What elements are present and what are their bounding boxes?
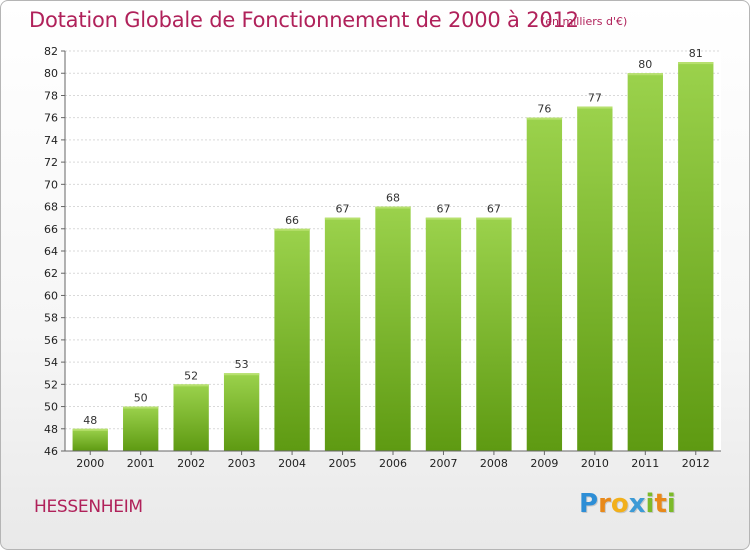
bar [627,73,663,451]
bar-top-edge [324,217,361,220]
y-tick-label: 64 [44,245,58,258]
y-tick-label: 58 [44,312,58,325]
bar-top-edge [627,73,663,76]
y-tick-label: 82 [44,45,58,58]
data-label: 81 [689,47,703,60]
y-tick-label: 62 [44,267,58,280]
y-tick-label: 60 [44,289,58,302]
y-tick-label: 56 [44,334,58,347]
bar [274,228,310,451]
bar-top-edge [274,228,310,231]
y-tick-label: 70 [44,178,58,191]
logo-letter: i [666,489,676,519]
bar [375,206,411,451]
bar-top-edge [425,217,462,220]
data-label: 53 [235,358,249,371]
data-label: 50 [134,392,148,405]
bar [223,373,260,451]
bar-top-edge [123,406,159,409]
y-tick-label: 68 [44,201,58,214]
y-tick-label: 48 [44,423,58,436]
y-tick-label: 50 [44,401,58,414]
x-tick-label: 2000 [76,457,104,470]
bar [577,106,613,452]
x-tick-label: 2007 [429,457,457,470]
y-tick-label: 80 [44,67,58,80]
y-tick-label: 74 [44,134,58,147]
y-tick-label: 72 [44,156,58,169]
data-label: 77 [588,92,602,105]
logo-letter: o [610,489,629,519]
data-label: 76 [537,103,551,116]
bar-top-edge [223,373,260,376]
x-tick-label: 2002 [177,457,205,470]
data-label: 68 [386,192,400,205]
bar [324,217,361,451]
chart-title: Dotation Globale de Fonctionnement de 20… [29,8,579,32]
proxiti-logo: Proxiti [579,489,676,519]
y-tick-label: 52 [44,378,58,391]
x-tick-label: 2010 [581,457,609,470]
bars [72,62,714,452]
x-tick-label: 2012 [682,457,710,470]
x-tick-label: 2009 [530,457,558,470]
bar [425,217,462,451]
y-tick-label: 78 [44,89,58,102]
chart-subtitle: (en milliers d'€) [541,15,628,28]
bar-top-edge [526,117,563,120]
commune-name: HESSENHEIM [34,497,143,517]
bar [72,428,108,451]
data-label: 67 [336,203,350,216]
logo-letter: P [579,489,599,519]
bar-top-edge [173,384,209,387]
x-tick-label: 2003 [228,457,256,470]
bar [123,406,159,451]
x-tick-label: 2001 [127,457,155,470]
bar [476,217,512,451]
bar [678,62,714,451]
data-label: 80 [638,58,652,71]
x-tick-label: 2004 [278,457,306,470]
data-label: 52 [184,369,198,382]
data-label: 66 [285,214,299,227]
x-tick-label: 2008 [480,457,508,470]
logo-letter: r [598,489,611,519]
data-label: 67 [436,203,450,216]
axes [61,50,721,455]
logo-letter: x [628,489,646,519]
bar-top-edge [72,428,108,431]
y-tick-label: 76 [44,112,58,125]
bar-top-edge [476,217,512,220]
labels: 46 48 50 52 54 56 58 60 62 64 66 68 70 72 74 76 78 80 82 20… [44,45,710,470]
y-tick-label: 54 [44,356,58,369]
bar-top-edge [678,62,714,65]
x-tick-label: 2011 [631,457,659,470]
bar-top-edge [577,106,613,109]
data-label: 48 [83,414,97,427]
data-label: 67 [487,203,501,216]
y-tick-label: 66 [44,223,58,236]
bar [526,117,563,452]
x-tick-label: 2006 [379,457,407,470]
logo-letter: t [654,489,667,519]
bar-top-edge [375,206,411,209]
logo-letter: i [645,489,655,519]
x-tick-label: 2005 [329,457,357,470]
y-tick-label: 46 [44,445,58,458]
bar [173,384,209,451]
